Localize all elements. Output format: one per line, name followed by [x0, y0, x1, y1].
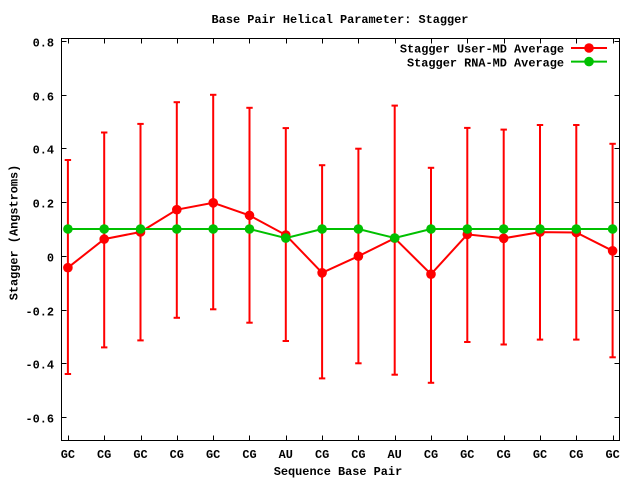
svg-text:GC: GC — [460, 448, 474, 462]
svg-text:CG: CG — [351, 448, 365, 462]
svg-text:CG: CG — [242, 448, 256, 462]
svg-text:0.2: 0.2 — [33, 197, 54, 211]
svg-text:GC: GC — [533, 448, 547, 462]
svg-text:0.4: 0.4 — [33, 143, 54, 157]
svg-text:Sequence Base Pair: Sequence Base Pair — [274, 465, 402, 479]
svg-text:Stagger RNA-MD Average: Stagger RNA-MD Average — [407, 56, 564, 70]
svg-text:GC: GC — [206, 448, 220, 462]
svg-text:Stagger (Angstroms): Stagger (Angstroms) — [8, 165, 22, 301]
svg-text:0.6: 0.6 — [33, 90, 54, 104]
svg-text:CG: CG — [97, 448, 111, 462]
svg-text:-0.4: -0.4 — [25, 358, 54, 372]
svg-text:CG: CG — [170, 448, 184, 462]
svg-text:AU: AU — [388, 448, 402, 462]
svg-text:0: 0 — [47, 251, 54, 265]
svg-text:Base Pair Helical Parameter: S: Base Pair Helical Parameter: Stagger — [212, 13, 469, 27]
svg-text:GC: GC — [61, 448, 75, 462]
svg-text:CG: CG — [315, 448, 329, 462]
svg-text:-0.6: -0.6 — [25, 412, 54, 426]
svg-text:GC: GC — [133, 448, 147, 462]
svg-text:CG: CG — [497, 448, 511, 462]
svg-text:AU: AU — [279, 448, 293, 462]
svg-text:-0.2: -0.2 — [25, 305, 54, 319]
svg-text:CG: CG — [424, 448, 438, 462]
svg-text:CG: CG — [569, 448, 583, 462]
svg-text:GC: GC — [605, 448, 619, 462]
svg-text:Stagger User-MD Average: Stagger User-MD Average — [400, 42, 564, 56]
svg-text:0.8: 0.8 — [33, 36, 54, 50]
